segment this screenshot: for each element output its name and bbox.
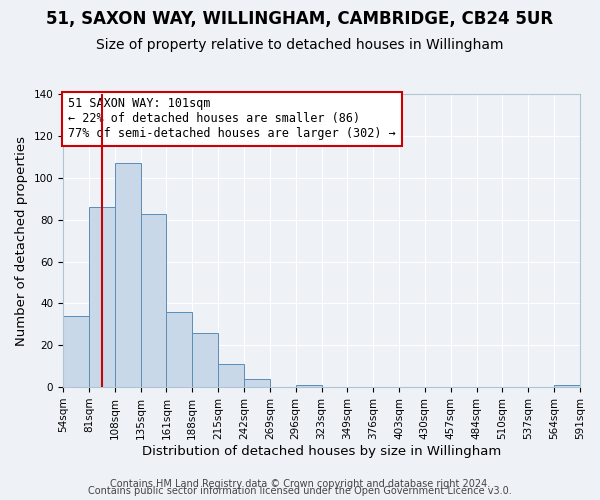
Text: Contains HM Land Registry data © Crown copyright and database right 2024.: Contains HM Land Registry data © Crown c… [110, 479, 490, 489]
Bar [554, 385, 580, 387]
X-axis label: Distribution of detached houses by size in Willingham: Distribution of detached houses by size … [142, 444, 501, 458]
Bar [192, 333, 218, 387]
Bar [140, 214, 166, 387]
Text: Size of property relative to detached houses in Willingham: Size of property relative to detached ho… [96, 38, 504, 52]
Text: 51 SAXON WAY: 101sqm
← 22% of detached houses are smaller (86)
77% of semi-detac: 51 SAXON WAY: 101sqm ← 22% of detached h… [68, 98, 396, 140]
Bar [63, 316, 89, 387]
Bar [218, 364, 244, 387]
Text: Contains public sector information licensed under the Open Government Licence v3: Contains public sector information licen… [88, 486, 512, 496]
Bar [89, 208, 115, 387]
Bar [296, 385, 322, 387]
Text: 51, SAXON WAY, WILLINGHAM, CAMBRIDGE, CB24 5UR: 51, SAXON WAY, WILLINGHAM, CAMBRIDGE, CB… [46, 10, 554, 28]
Bar [244, 378, 270, 387]
Bar [166, 312, 192, 387]
Bar [115, 164, 140, 387]
Y-axis label: Number of detached properties: Number of detached properties [15, 136, 28, 346]
